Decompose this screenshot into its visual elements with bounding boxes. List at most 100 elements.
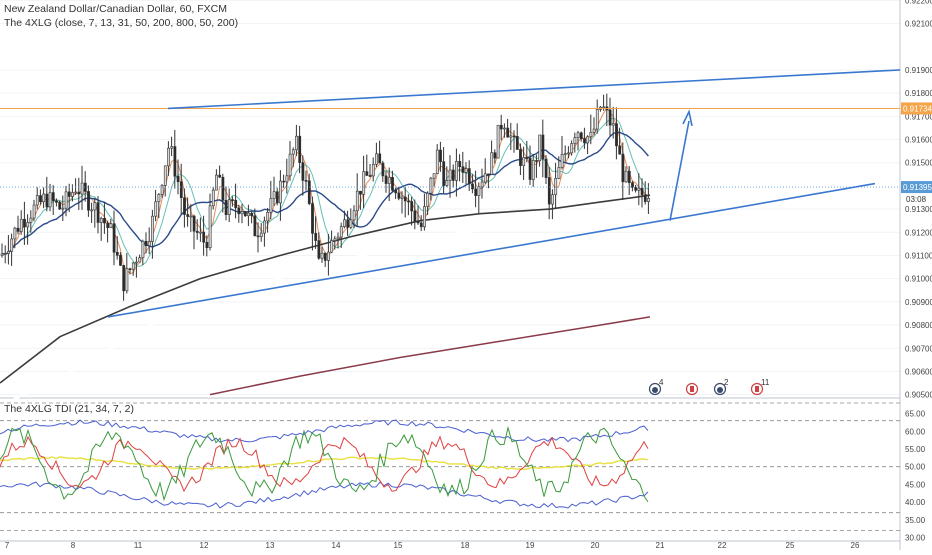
time-tick-label: 15 [394, 541, 403, 550]
candle [211, 189, 215, 207]
candle [330, 240, 334, 253]
candle [637, 187, 641, 191]
candle [538, 134, 542, 162]
candle [570, 143, 574, 154]
candle [234, 199, 238, 209]
candle [0, 253, 4, 256]
candle [627, 170, 631, 184]
candle [576, 132, 580, 138]
candle [493, 152, 497, 159]
candle [154, 201, 158, 217]
ma-31 [1, 131, 649, 255]
time-tick-label: 7 [5, 541, 10, 550]
candle [496, 124, 500, 159]
time-tick-label: 19 [526, 541, 535, 550]
resistance-price-label [901, 102, 932, 115]
price-tick-label: 0.90800 [905, 321, 932, 330]
candle [381, 162, 385, 177]
candle [288, 153, 292, 177]
candle [240, 211, 244, 215]
candle [141, 240, 145, 259]
candle [602, 106, 606, 109]
candle [250, 212, 254, 217]
candle [282, 180, 286, 183]
price-tick-label: 0.91600 [905, 136, 932, 145]
candle [179, 181, 183, 199]
time-tick-label: 20 [591, 541, 600, 550]
candle [253, 215, 257, 237]
candle [554, 178, 558, 195]
event-badge: 4 [659, 378, 664, 387]
candle [519, 149, 522, 166]
candle [563, 153, 567, 155]
candle [10, 238, 14, 252]
time-tick-label: 22 [718, 541, 727, 550]
candle [93, 202, 97, 211]
time-tick-label: 8 [71, 541, 76, 550]
candle [186, 214, 190, 217]
globe-mark [717, 387, 723, 393]
candle [314, 233, 318, 241]
price-tick-label: 0.91300 [905, 205, 932, 214]
ma-long [209, 316, 651, 396]
candle [151, 215, 154, 242]
candle [397, 192, 401, 199]
candle [77, 191, 81, 195]
candle [343, 219, 346, 227]
candle [416, 220, 420, 224]
candle [157, 194, 161, 203]
candle [205, 241, 209, 248]
candle [320, 252, 324, 259]
candle [160, 185, 164, 195]
candle [173, 146, 177, 177]
candle [455, 161, 458, 181]
candle [99, 218, 103, 223]
price-tick-label: 0.91000 [905, 275, 932, 284]
candle [224, 199, 228, 215]
candle [525, 157, 529, 159]
candle [272, 191, 276, 199]
candle [509, 135, 513, 138]
candle [506, 127, 510, 138]
candle [634, 187, 638, 191]
candle [522, 157, 526, 166]
candle [291, 149, 295, 155]
maple-mark [690, 386, 694, 392]
candle [218, 174, 222, 178]
candle [439, 149, 442, 162]
candle [557, 167, 561, 179]
candle [144, 240, 148, 246]
candle [71, 192, 74, 197]
candle [551, 194, 554, 205]
candle [87, 191, 90, 211]
candle [112, 223, 116, 253]
resistance-price-text: 0.91734 [903, 104, 932, 113]
candle [487, 173, 490, 176]
candle [631, 182, 634, 188]
candle [426, 192, 430, 207]
candle [535, 160, 538, 162]
candle [640, 187, 644, 196]
candle [61, 207, 65, 210]
candle [167, 147, 170, 167]
candle [64, 191, 68, 209]
maple-mark [755, 386, 759, 392]
candle [311, 203, 314, 234]
candle [423, 206, 426, 228]
ma-7 [1, 107, 649, 275]
candle [643, 194, 647, 202]
candle [567, 152, 570, 155]
candle [122, 265, 126, 292]
candle [435, 149, 439, 174]
candle [579, 132, 583, 139]
candle [275, 191, 279, 204]
tdi-lower-band [0, 481, 649, 509]
candle [387, 177, 391, 184]
candle [480, 181, 484, 188]
candle [586, 136, 590, 144]
candle [58, 202, 62, 210]
candle [611, 123, 615, 126]
candle [237, 207, 241, 215]
candle [371, 164, 375, 177]
